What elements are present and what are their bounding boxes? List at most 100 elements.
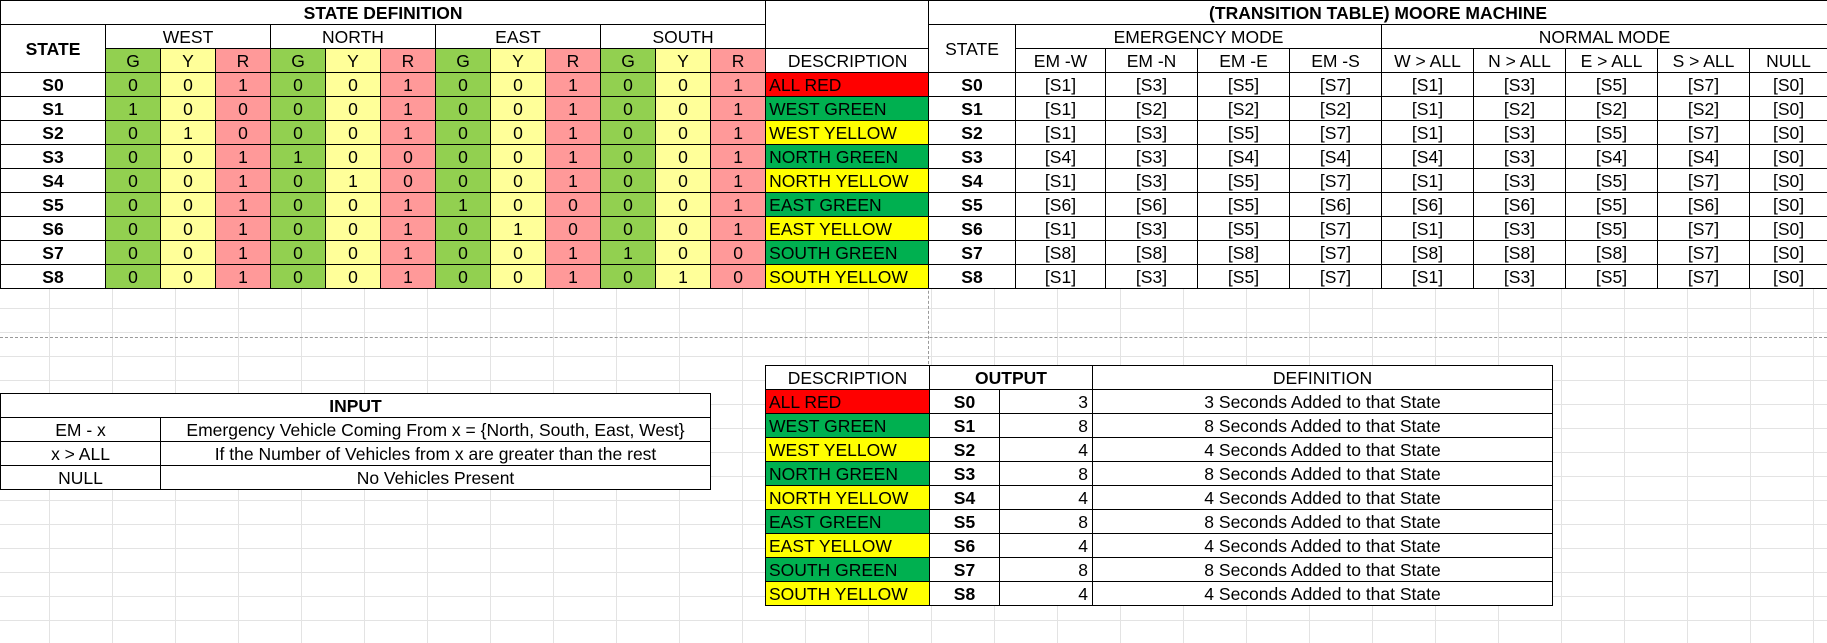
light-header-north-y: Y	[325, 48, 381, 73]
light-header-south-g: G	[600, 48, 656, 73]
output-state-label: S0	[929, 389, 1000, 414]
state-label: S5	[0, 192, 106, 217]
state-definition-title: STATE DEFINITION	[0, 0, 767, 25]
light-bit-cell: 0	[270, 96, 326, 121]
next-state-cell: [S6]	[1473, 192, 1566, 217]
next-state-cell: [S3]	[1473, 144, 1566, 169]
output-state-label: S8	[929, 581, 1000, 606]
light-bit-cell: 1	[215, 72, 271, 97]
transition-state-label: S3	[928, 144, 1016, 169]
output-seconds-value: 4	[998, 437, 1094, 462]
light-header-east-g: G	[435, 48, 491, 73]
next-state-cell: [S5]	[1565, 120, 1658, 145]
output-description: EAST GREEN	[765, 509, 930, 534]
light-bit-cell: 0	[325, 96, 381, 121]
output-description: ALL RED	[765, 389, 930, 414]
transition-row: S3 [S4] [S3] [S4] [S4] [S4] [S3] [S4] [S4] [S0]	[928, 144, 1827, 169]
transition-column-header: N > ALL	[1473, 48, 1566, 73]
next-state-cell: [S6]	[1289, 192, 1382, 217]
output-state-label: S7	[929, 557, 1000, 582]
light-header-west-g: G	[105, 48, 161, 73]
light-bit-cell: 1	[105, 96, 161, 121]
light-bit-cell: 0	[655, 96, 711, 121]
direction-east-header: EAST	[435, 24, 601, 49]
transition-column-header: W > ALL	[1381, 48, 1474, 73]
next-state-cell: [S5]	[1197, 168, 1290, 193]
light-bit-cell: 1	[435, 192, 491, 217]
light-bit-cell: 0	[160, 144, 216, 169]
light-bit-cell: 0	[215, 120, 271, 145]
output-definition: 4 Seconds Added to that State	[1092, 533, 1554, 558]
light-bit-cell: 0	[655, 240, 711, 265]
state-description: SOUTH YELLOW	[765, 264, 931, 289]
next-state-cell: [S6]	[1105, 192, 1198, 217]
next-state-cell: [S6]	[1657, 192, 1750, 217]
output-state-label: S6	[929, 533, 1000, 558]
state-row: S5 0 0 1 0 0 1 1 0 0 0 0 1 EAST GREEN	[0, 192, 931, 217]
input-value: No Vehicles Present	[160, 465, 711, 490]
output-definition: 8 Seconds Added to that State	[1092, 461, 1554, 486]
output-description: WEST YELLOW	[765, 437, 930, 462]
next-state-cell: [S3]	[1105, 216, 1198, 241]
light-bit-cell: 0	[105, 216, 161, 241]
state-row: S8 0 0 1 0 0 1 0 0 1 0 1 0 SOUTH YELLOW	[0, 264, 931, 289]
next-state-cell: [S2]	[1565, 96, 1658, 121]
light-bit-cell: 0	[655, 144, 711, 169]
light-bit-cell: 0	[490, 168, 546, 193]
transition-table: (TRANSITION TABLE) MOORE MACHINE STATE E…	[927, 0, 1827, 289]
light-bit-cell: 1	[160, 120, 216, 145]
state-description: ALL RED	[765, 72, 931, 97]
next-state-cell: [S1]	[1381, 168, 1474, 193]
state-row: S6 0 0 1 0 0 1 0 1 0 0 0 1 EAST YELLOW	[0, 216, 931, 241]
output-seconds-value: 4	[998, 485, 1094, 510]
output-definition: 8 Seconds Added to that State	[1092, 557, 1554, 582]
light-bit-cell: 0	[709, 240, 767, 265]
next-state-cell: [S0]	[1748, 72, 1827, 97]
light-bit-cell: 1	[545, 168, 601, 193]
light-bit-cell: 0	[105, 264, 161, 289]
state-definition-table: STATE DEFINITION STATE WEST NORTH EAST S…	[0, 0, 931, 289]
transition-state-label: S2	[928, 120, 1016, 145]
transition-row: S1 [S1] [S2] [S2] [S2] [S1] [S2] [S2] [S2] [S0]	[928, 96, 1827, 121]
output-table: DESCRIPTION OUTPUT DEFINITION ALL RED S0 3…	[765, 365, 1554, 606]
light-bit-cell: 0	[490, 120, 546, 145]
next-state-cell: [S2]	[1657, 96, 1750, 121]
state-description: EAST YELLOW	[765, 216, 931, 241]
light-bit-cell: 0	[380, 144, 436, 169]
next-state-cell: [S7]	[1657, 264, 1750, 289]
state-label: S6	[0, 216, 106, 241]
light-bit-cell: 0	[655, 72, 711, 97]
output-state-label: S5	[929, 509, 1000, 534]
next-state-cell: [S4]	[1381, 144, 1474, 169]
light-bit-cell: 1	[709, 72, 767, 97]
output-row: EAST GREEN S5 8 8 Seconds Added to that Sta…	[765, 509, 1554, 534]
next-state-cell: [S2]	[1105, 96, 1198, 121]
light-bit-cell: 0	[270, 192, 326, 217]
light-bit-cell: 1	[600, 240, 656, 265]
transition-state-label: S1	[928, 96, 1016, 121]
light-bit-cell: 1	[545, 144, 601, 169]
next-state-cell: [S3]	[1473, 72, 1566, 97]
next-state-cell: [S2]	[1289, 96, 1382, 121]
light-bit-cell: 1	[545, 72, 601, 97]
next-state-cell: [S7]	[1289, 72, 1382, 97]
light-bit-cell: 0	[325, 264, 381, 289]
transition-state-label: S5	[928, 192, 1016, 217]
output-definition: 4 Seconds Added to that State	[1092, 485, 1554, 510]
state-description: NORTH GREEN	[765, 144, 931, 169]
next-state-cell: [S7]	[1289, 216, 1382, 241]
light-bit-cell: 0	[655, 192, 711, 217]
light-bit-cell: 1	[215, 264, 271, 289]
output-seconds-value: 8	[998, 509, 1094, 534]
transition-state-label: S7	[928, 240, 1016, 265]
light-bit-cell: 1	[215, 168, 271, 193]
output-seconds-value: 3	[998, 389, 1094, 414]
normal-mode-header: NORMAL MODE	[1380, 24, 1827, 49]
next-state-cell: [S4]	[1015, 144, 1106, 169]
light-bit-cell: 0	[270, 216, 326, 241]
output-description: SOUTH YELLOW	[765, 581, 930, 606]
transition-column-header: S > ALL	[1657, 48, 1750, 73]
transition-column-header: NULL	[1748, 48, 1827, 73]
next-state-cell: [S4]	[1197, 144, 1290, 169]
transition-row: S7 [S8] [S8] [S8] [S7] [S8] [S8] [S8] [S7] [S0]	[928, 240, 1827, 265]
